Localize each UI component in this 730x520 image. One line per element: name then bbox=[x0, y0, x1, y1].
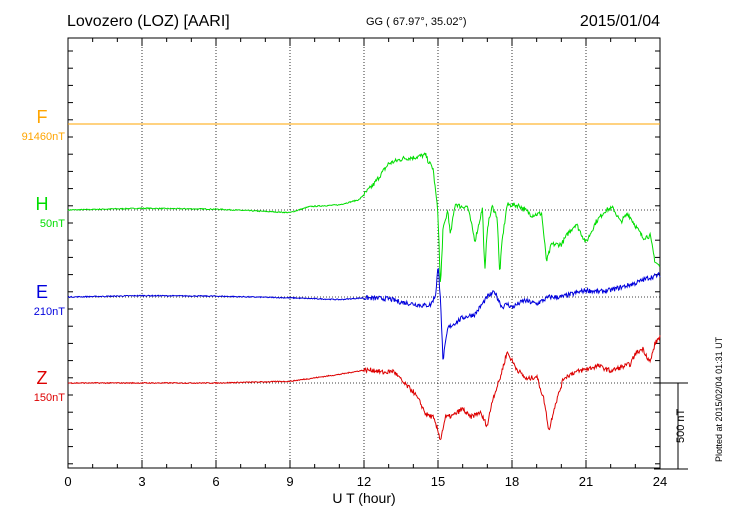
series-line-H bbox=[67, 152, 661, 282]
x-tick-label: 21 bbox=[579, 474, 593, 489]
baseline-H: 50nT bbox=[39, 218, 65, 230]
station-title: Lovozero (LOZ) [AARI] bbox=[67, 13, 230, 30]
plotted-timestamp: Plotted at 2015/02/04 01:31 UT bbox=[714, 336, 724, 462]
label-F: F bbox=[36, 107, 48, 127]
geo-coordinates: GG ( 67.97°, 35.02°) bbox=[366, 16, 467, 28]
label-Z: Z bbox=[36, 368, 48, 388]
baseline-F: 91460nT bbox=[21, 131, 65, 143]
x-tick-label: 9 bbox=[286, 474, 293, 489]
series-line-E bbox=[67, 267, 661, 360]
x-tick-label: 0 bbox=[64, 474, 71, 489]
baseline-Z: 150nT bbox=[33, 392, 65, 404]
baseline-E: 210nT bbox=[33, 306, 65, 318]
x-tick-label: 6 bbox=[212, 474, 219, 489]
x-tick-label: 3 bbox=[138, 474, 145, 489]
series-line-Z bbox=[67, 335, 661, 441]
label-E: E bbox=[35, 282, 48, 302]
scale-bar-label: 500 nT bbox=[675, 408, 687, 443]
x-tick-label: 18 bbox=[505, 474, 519, 489]
plot-frame bbox=[67, 37, 661, 469]
x-axis-label: U T (hour) bbox=[332, 490, 395, 506]
date-label: 2015/01/04 bbox=[579, 13, 660, 30]
x-tick-label: 12 bbox=[357, 474, 371, 489]
x-tick-label: 24 bbox=[653, 474, 667, 489]
label-H: H bbox=[35, 194, 49, 214]
x-tick-label: 15 bbox=[431, 474, 445, 489]
